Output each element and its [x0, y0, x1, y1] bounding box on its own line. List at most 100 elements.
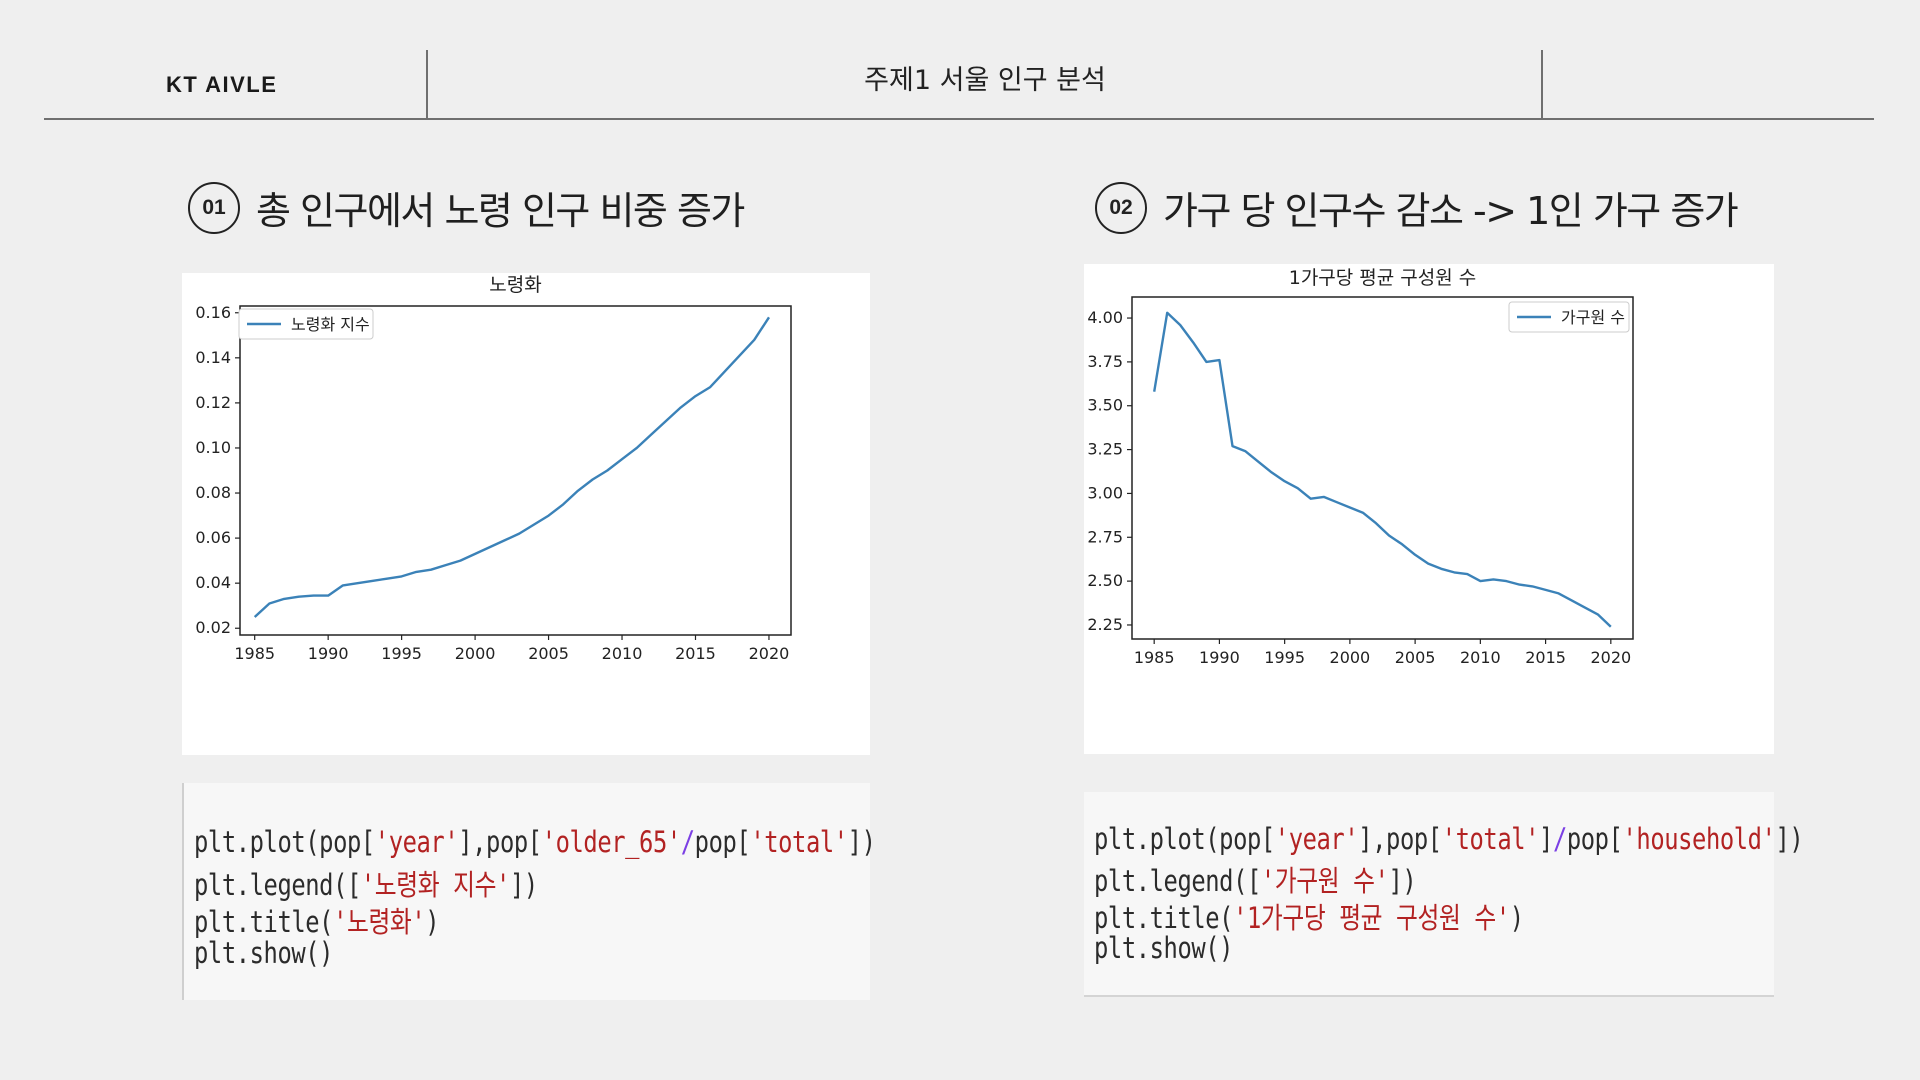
aging-index-chart: 노령화 1985 1990 1995 2000 2005 2010 2015 2020 0.02 0…: [195, 274, 792, 663]
section-heading-text: 가구 당 인구수 감소 -> 1인 가구 증가: [1163, 189, 1739, 233]
y-tick-label: 3.00: [1087, 483, 1123, 502]
code-text: ): [1509, 901, 1524, 935]
y-tick-label: 3.25: [1087, 440, 1123, 459]
y-tick-label: 0.12: [195, 393, 231, 412]
code-line: plt.legend(['가구원 수']): [1094, 858, 1417, 900]
y-tick-label: 3.50: [1087, 396, 1123, 415]
code-string: '가구원 수': [1260, 864, 1389, 898]
code-text: ]): [509, 868, 538, 902]
code-text: plt.title(: [1094, 901, 1234, 935]
x-tick-label: 2010: [602, 644, 643, 663]
x-tick-label: 2020: [749, 644, 790, 663]
legend-label: 노령화 지수: [291, 315, 370, 334]
code-block-aging: plt.plot(pop['year'],pop['older_65'/pop[…: [182, 783, 876, 1000]
plot-frame: [1131, 296, 1634, 640]
code-line: plt.title('1가구당 평균 구성원 수'): [1094, 895, 1524, 937]
x-tick-label: 2000: [455, 644, 496, 663]
x-tick-label: 2015: [1525, 648, 1566, 667]
code-string: 'older_65': [541, 825, 681, 859]
x-tick-label: 2005: [1395, 648, 1436, 667]
code-text: plt.legend([: [194, 868, 361, 902]
code-text: ]): [847, 825, 876, 859]
chart-title: 1가구당 평균 구성원 수: [1289, 267, 1477, 289]
x-tick-label: 2015: [675, 644, 716, 663]
code-text: ]: [1539, 822, 1553, 856]
code-line: plt.plot(pop['year'],pop['total']/pop['h…: [1094, 822, 1804, 856]
plot-frame: [239, 305, 792, 636]
code-operator: /: [1552, 822, 1567, 856]
code-line: plt.plot(pop['year'],pop['older_65'/pop[…: [194, 825, 876, 859]
y-tick-label: 0.08: [195, 483, 231, 502]
code-text: pop[: [1566, 822, 1623, 856]
y-tick-label: 0.02: [195, 618, 231, 637]
y-tick-label: 0.10: [195, 438, 231, 457]
code-string: '노령화 지수': [360, 868, 510, 902]
x-tick-label: 2020: [1590, 648, 1631, 667]
header-divider-left: [426, 50, 428, 120]
x-tick-label: 1995: [381, 644, 422, 663]
legend-label: 가구원 수: [1561, 308, 1625, 327]
section-number-badge: 02: [1095, 181, 1147, 234]
x-tick-label: 1995: [1264, 648, 1305, 667]
chart-panel-aging: 노령화 1985 1990 1995 2000 2005 2010 2015 2020 0.02 0…: [182, 273, 870, 755]
section-heading-1: 01 총 인구에서 노령 인구 비중 증가: [188, 180, 745, 235]
code-string: '1가구당 평균 구성원 수': [1233, 901, 1510, 935]
code-text: ]): [1388, 864, 1417, 898]
code-text: ]): [1775, 822, 1804, 856]
code-string: '노령화': [333, 905, 426, 939]
code-text: plt.plot(pop[: [194, 825, 375, 859]
series-line: [1153, 311, 1612, 628]
x-tick-label: 2000: [1330, 648, 1371, 667]
chart-legend: 노령화 지수: [238, 308, 374, 340]
code-block-household: plt.plot(pop['year'],pop['total']/pop['h…: [1084, 792, 1804, 997]
brand-logo-text: KT AIVLE: [166, 72, 278, 97]
x-tick-label: 1985: [234, 644, 275, 663]
code-text: plt.title(: [194, 905, 334, 939]
code-string: 'household': [1622, 822, 1776, 856]
code-operator: /: [680, 825, 695, 859]
code-text: plt.plot(pop[: [1094, 822, 1275, 856]
code-line: plt.legend(['노령화 지수']): [194, 862, 538, 904]
code-text: ): [425, 905, 440, 939]
code-string: 'total': [1441, 822, 1540, 856]
code-text: plt.show(): [194, 936, 334, 970]
y-tick-label: 0.04: [195, 573, 231, 592]
header-rule: [44, 118, 1874, 120]
header-divider-right: [1541, 50, 1543, 120]
section-heading-text: 총 인구에서 노령 인구 비중 증가: [256, 189, 745, 233]
code-line: plt.show(): [194, 936, 333, 970]
x-tick-label: 1990: [308, 644, 349, 663]
y-tick-label: 2.50: [1087, 571, 1123, 590]
chart-title: 노령화: [489, 274, 541, 296]
y-tick-label: 0.16: [195, 303, 231, 322]
x-tick-label: 1990: [1199, 648, 1240, 667]
code-text: ],pop[: [458, 825, 542, 859]
household-size-chart: 1가구당 평균 구성원 수 1985 1990 1995 2000 2005 2010 201…: [1087, 267, 1634, 667]
code-string: 'year': [374, 825, 459, 859]
legend-box: [238, 308, 374, 340]
x-tick-label: 2010: [1460, 648, 1501, 667]
y-tick-label: 2.25: [1087, 615, 1123, 634]
code-text: plt.show(): [1094, 931, 1234, 965]
section-number-badge: 01: [188, 181, 240, 234]
chart-panel-household: 1가구당 평균 구성원 수 1985 1990 1995 2000 2005 2010 201…: [1084, 264, 1774, 754]
chart-legend: 가구원 수: [1508, 301, 1630, 333]
y-tick-label: 3.75: [1087, 352, 1123, 371]
code-text: pop[: [694, 825, 751, 859]
code-line: plt.show(): [1094, 931, 1233, 965]
code-string: 'total': [750, 825, 848, 859]
code-text: ],pop[: [1358, 822, 1442, 856]
y-tick-label: 0.14: [195, 348, 231, 367]
slide-title: 주제1 서울 인구 분석: [864, 65, 1106, 96]
code-line: plt.title('노령화'): [194, 899, 440, 941]
y-tick-label: 0.06: [195, 528, 231, 547]
legend-box: [1508, 301, 1630, 333]
code-text: plt.legend([: [1094, 864, 1261, 898]
x-tick-label: 2005: [528, 644, 569, 663]
y-tick-label: 2.75: [1087, 527, 1123, 546]
code-string: 'year': [1274, 822, 1359, 856]
series-line: [253, 316, 771, 618]
y-tick-label: 4.00: [1087, 308, 1123, 327]
x-tick-label: 1985: [1134, 648, 1175, 667]
section-heading-2: 02 가구 당 인구수 감소 -> 1인 가구 증가: [1095, 180, 1739, 235]
